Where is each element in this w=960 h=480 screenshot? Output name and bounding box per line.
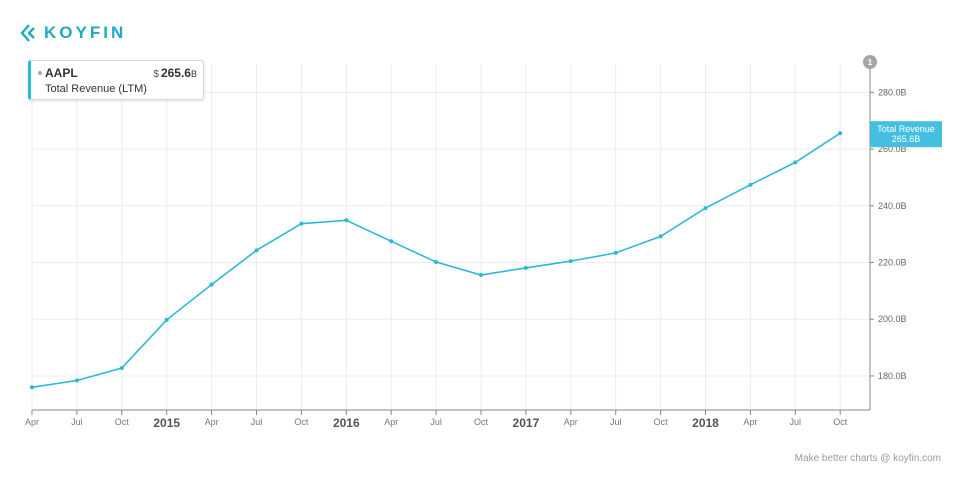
legend-currency: $ bbox=[153, 69, 159, 80]
x-tick-label: Apr bbox=[25, 417, 39, 427]
x-tick-label: Oct bbox=[294, 417, 309, 427]
x-tick-label: 2016 bbox=[333, 416, 360, 430]
data-point bbox=[209, 282, 214, 287]
koyfin-logo[interactable]: KOYFIN bbox=[20, 22, 126, 44]
y-tick-label: 220.0B bbox=[878, 258, 907, 268]
x-tick-label: 2018 bbox=[692, 416, 719, 430]
x-tick-label: Jul bbox=[71, 417, 83, 427]
x-tick-label: Jul bbox=[790, 417, 802, 427]
legend-value-number: 265.6 bbox=[160, 66, 191, 80]
logo-text: KOYFIN bbox=[44, 23, 127, 42]
y-tick-label: 180.0B bbox=[878, 371, 907, 381]
y-tick-labels: 180.0B 200.0B 220.0B 240.0B 260.0B 280.0B bbox=[878, 87, 907, 381]
x-tick-label: Apr bbox=[564, 417, 578, 427]
x-tick-label: Oct bbox=[474, 417, 489, 427]
data-point bbox=[703, 206, 708, 211]
value-tag-value: 265.6B bbox=[892, 134, 921, 144]
x-tick-label: Oct bbox=[115, 417, 130, 427]
y-tick-label: 240.0B bbox=[878, 201, 907, 211]
data-point bbox=[74, 378, 79, 383]
x-tick-label: 2017 bbox=[513, 416, 540, 430]
x-tick-label: 2015 bbox=[153, 416, 180, 430]
data-point bbox=[119, 366, 124, 371]
y-tick-label: 280.0B bbox=[878, 87, 907, 97]
y-tick-label: 200.0B bbox=[878, 314, 907, 324]
x-tick-label: Jul bbox=[251, 417, 263, 427]
data-point bbox=[793, 160, 798, 165]
legend-unit: B bbox=[190, 69, 197, 79]
value-tag-label: Total Revenue bbox=[877, 124, 935, 134]
data-point bbox=[299, 221, 304, 226]
value-tag-background bbox=[870, 121, 942, 148]
badge-circle bbox=[863, 55, 877, 69]
x-tick-label: Apr bbox=[205, 417, 219, 427]
series-aapl bbox=[30, 131, 843, 390]
data-point bbox=[748, 182, 753, 187]
footer-credit[interactable]: Make better charts @ koyfin.com bbox=[794, 453, 941, 464]
data-point bbox=[434, 259, 439, 264]
legend-metric: Total Revenue (LTM) bbox=[45, 83, 147, 95]
data-point bbox=[164, 317, 169, 322]
koyfin-logo-icon bbox=[20, 24, 35, 42]
event-badge: 1 bbox=[863, 55, 877, 69]
data-point bbox=[389, 239, 394, 244]
x-tick-label: Jul bbox=[610, 417, 622, 427]
legend-ticker: AAPL bbox=[45, 66, 78, 80]
data-point bbox=[613, 250, 618, 255]
data-point bbox=[838, 131, 843, 136]
legend-value: $265.6B bbox=[153, 66, 197, 80]
data-point bbox=[30, 385, 34, 390]
y-tick-label: 260.0B bbox=[878, 144, 907, 154]
data-point bbox=[479, 273, 483, 278]
badge-number: 1 bbox=[868, 58, 873, 67]
grid-lines bbox=[31, 64, 870, 410]
x-tick-label: Oct bbox=[654, 417, 669, 427]
data-point bbox=[254, 248, 259, 253]
legend-box[interactable]: AAPL $265.6B Total Revenue (LTM) bbox=[28, 60, 204, 100]
data-point bbox=[658, 234, 663, 239]
x-tick-label: Apr bbox=[743, 417, 757, 427]
axes bbox=[31, 64, 874, 415]
x-tick-label: Jul bbox=[430, 417, 442, 427]
legend-dot-icon bbox=[38, 71, 42, 75]
x-tick-label: Apr bbox=[384, 417, 398, 427]
data-point bbox=[568, 259, 573, 264]
x-tick-labels: Apr Jul Oct 2015 Apr Jul Oct 2016 Apr Jul Oct 2017 A… bbox=[25, 416, 848, 430]
data-point bbox=[344, 218, 349, 223]
x-tick-label: Oct bbox=[833, 417, 848, 427]
data-point bbox=[523, 265, 528, 270]
